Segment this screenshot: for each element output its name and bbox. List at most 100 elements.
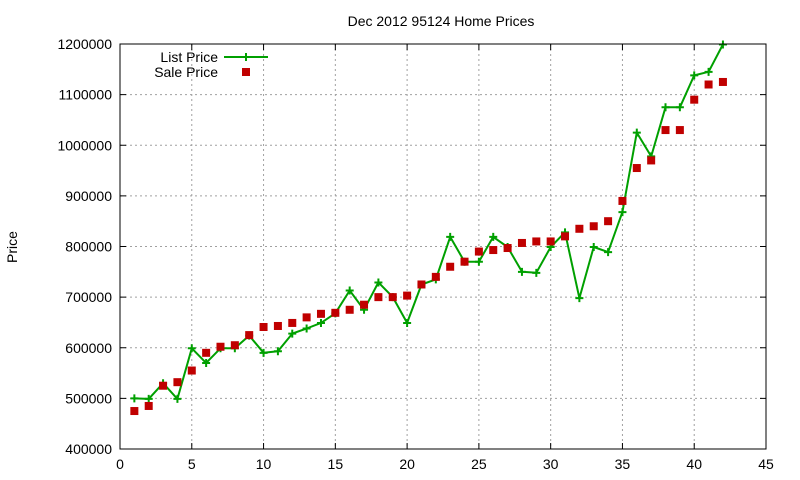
list-price-point [403,318,412,327]
list-price-point [704,67,713,76]
list-price-point [273,347,282,356]
sale-price-point [561,232,570,241]
sale-price-point [446,262,455,271]
sale-price-point [489,246,498,255]
y-tick-label: 1000000 [57,137,112,153]
y-tick-label: 800000 [65,239,112,255]
sale-price-point [374,293,383,302]
sale-price-point [704,80,713,89]
list-price-point [202,358,211,367]
list-price-point [618,208,627,217]
x-tick-label: 30 [543,456,559,472]
sale-price-point [675,126,684,135]
list-price-point [446,232,455,241]
grid [120,44,766,449]
legend-sale-price-marker [242,68,250,76]
list-price-point [575,294,584,303]
axis-ticks: 0 5 10 15 20 25 30 35 40 45 400000 500000 600000 7000… [57,36,774,472]
y-tick-label: 700000 [65,289,112,305]
sale-price-point [632,164,641,173]
sale-price-point [360,300,369,309]
sale-price-point [144,401,153,410]
list-price-point [288,329,297,338]
sale-price-point [331,308,340,317]
x-tick-label: 10 [256,456,272,472]
sale-price-point [690,95,699,104]
sale-price-point [417,280,426,289]
sale-price-point [216,342,225,351]
list-price-point [374,278,383,287]
sale-price-point [589,222,598,231]
sale-price-point [431,272,440,281]
y-tick-label: 1200000 [57,36,112,52]
sale-price-point [230,341,239,350]
sale-price-point [546,237,555,246]
sale-price-point [403,291,412,300]
sale-price-point [302,313,311,322]
list-price-point [144,394,153,403]
sale-price-point [532,237,541,246]
legend-sale-price-label: Sale Price [154,64,218,80]
legend: List Price Sale Price [154,49,268,80]
list-price-point [690,71,699,80]
list-price-point [532,268,541,277]
list-price-point [187,344,196,353]
sale-price-point [245,331,254,340]
list-price-point [589,243,598,252]
sale-price-point [661,126,670,135]
y-axis-label: Price [4,231,20,263]
legend-list-price-label: List Price [160,49,218,65]
x-tick-label: 0 [116,456,124,472]
x-tick-label: 5 [188,456,196,472]
list-price-point [173,394,182,403]
y-tick-label: 500000 [65,390,112,406]
sale-price-point [517,238,526,247]
sale-price-point [173,378,182,387]
sale-price-point [618,196,627,205]
sale-price-point [604,217,613,226]
list-price-point [632,128,641,137]
list-price-point [474,257,483,266]
sale-price-point [388,293,397,302]
sale-price-point [647,156,656,165]
y-tick-label: 400000 [65,441,112,457]
list-price-point [259,348,268,357]
sale-price-point [474,247,483,256]
list-price-point [130,394,139,403]
x-tick-label: 15 [328,456,344,472]
sale-price-point [187,366,196,375]
sale-price-point [130,407,139,416]
chart-title: Dec 2012 95124 Home Prices [348,13,535,29]
x-tick-label: 40 [686,456,702,472]
list-price-point [489,232,498,241]
list-price-point [345,286,354,295]
legend-list-price-marker [242,53,250,61]
series-layer [130,40,727,416]
sale-price-point [202,348,211,357]
list-price-point [302,324,311,333]
sale-price-point [288,318,297,327]
sale-price-point [259,322,268,331]
sale-price-point [273,321,282,330]
sale-price-point [159,381,168,390]
list-price-point [675,103,684,112]
list-price-point [517,267,526,276]
sale-price-point [460,257,469,266]
y-tick-label: 600000 [65,340,112,356]
x-tick-label: 25 [471,456,487,472]
list-price-point [604,248,613,257]
list-price-point [661,103,670,112]
plot-frame [119,43,767,450]
sale-price-point [345,305,354,314]
x-tick-label: 35 [615,456,631,472]
y-tick-label: 900000 [65,188,112,204]
sale-price-point [575,224,584,233]
sale-price-point [718,77,727,86]
x-tick-label: 20 [399,456,415,472]
sale-price-point [503,244,512,253]
y-tick-label: 1100000 [59,87,113,103]
x-tick-label: 45 [758,456,774,472]
list-price-point [316,318,325,327]
list-price-point [718,40,727,49]
